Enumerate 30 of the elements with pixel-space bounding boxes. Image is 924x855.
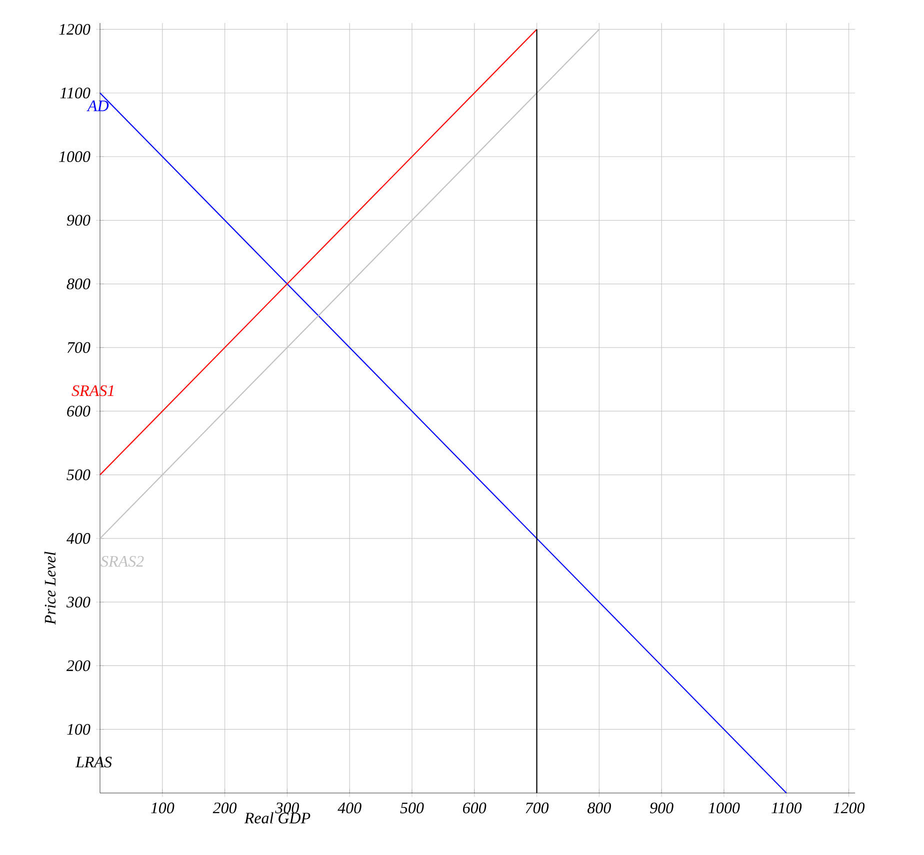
x-tick-label: 500 (400, 802, 424, 814)
x-tick-label: 1100 (772, 802, 802, 814)
x-tick-label: 800 (588, 802, 611, 814)
x-tick-label: 400 (338, 802, 362, 814)
series-label: SRAS2 (100, 556, 144, 567)
x-axis-title: Real GDP (244, 812, 310, 824)
text: SRAS1 (72, 385, 114, 396)
y-tick-label: 1000 (59, 151, 90, 162)
y-axis-title: Price Level (44, 552, 56, 625)
x-tick-label: 100 (150, 802, 174, 814)
x-tick-label: 600 (463, 802, 486, 814)
y-tick-label: 800 (66, 278, 90, 290)
x-tick-label: 1200 (833, 802, 865, 814)
y-tick-label: 600 (67, 406, 90, 417)
y-tick-label: 1200 (59, 24, 90, 35)
text: LRAS (75, 756, 112, 768)
y-tick-label: 300 (66, 596, 90, 608)
x-tick-label: 200 (212, 802, 237, 814)
y-tick-label: 200 (66, 660, 90, 672)
x-tick-label: 300 (275, 802, 299, 814)
y-tick-label: 100 (67, 724, 90, 735)
x-tick-label: 700 (526, 802, 549, 814)
x-tick-label: 900 (650, 802, 674, 814)
y-tick-label: 900 (66, 214, 90, 226)
y-tick-label: 1100 (60, 88, 90, 98)
series-label: AD (86, 100, 109, 112)
y-tick-label: 400 (66, 533, 90, 544)
y-tick-label: 700 (67, 342, 90, 353)
x-tick-label: 1000 (708, 802, 740, 814)
y-tick-label: 500 (66, 469, 90, 480)
